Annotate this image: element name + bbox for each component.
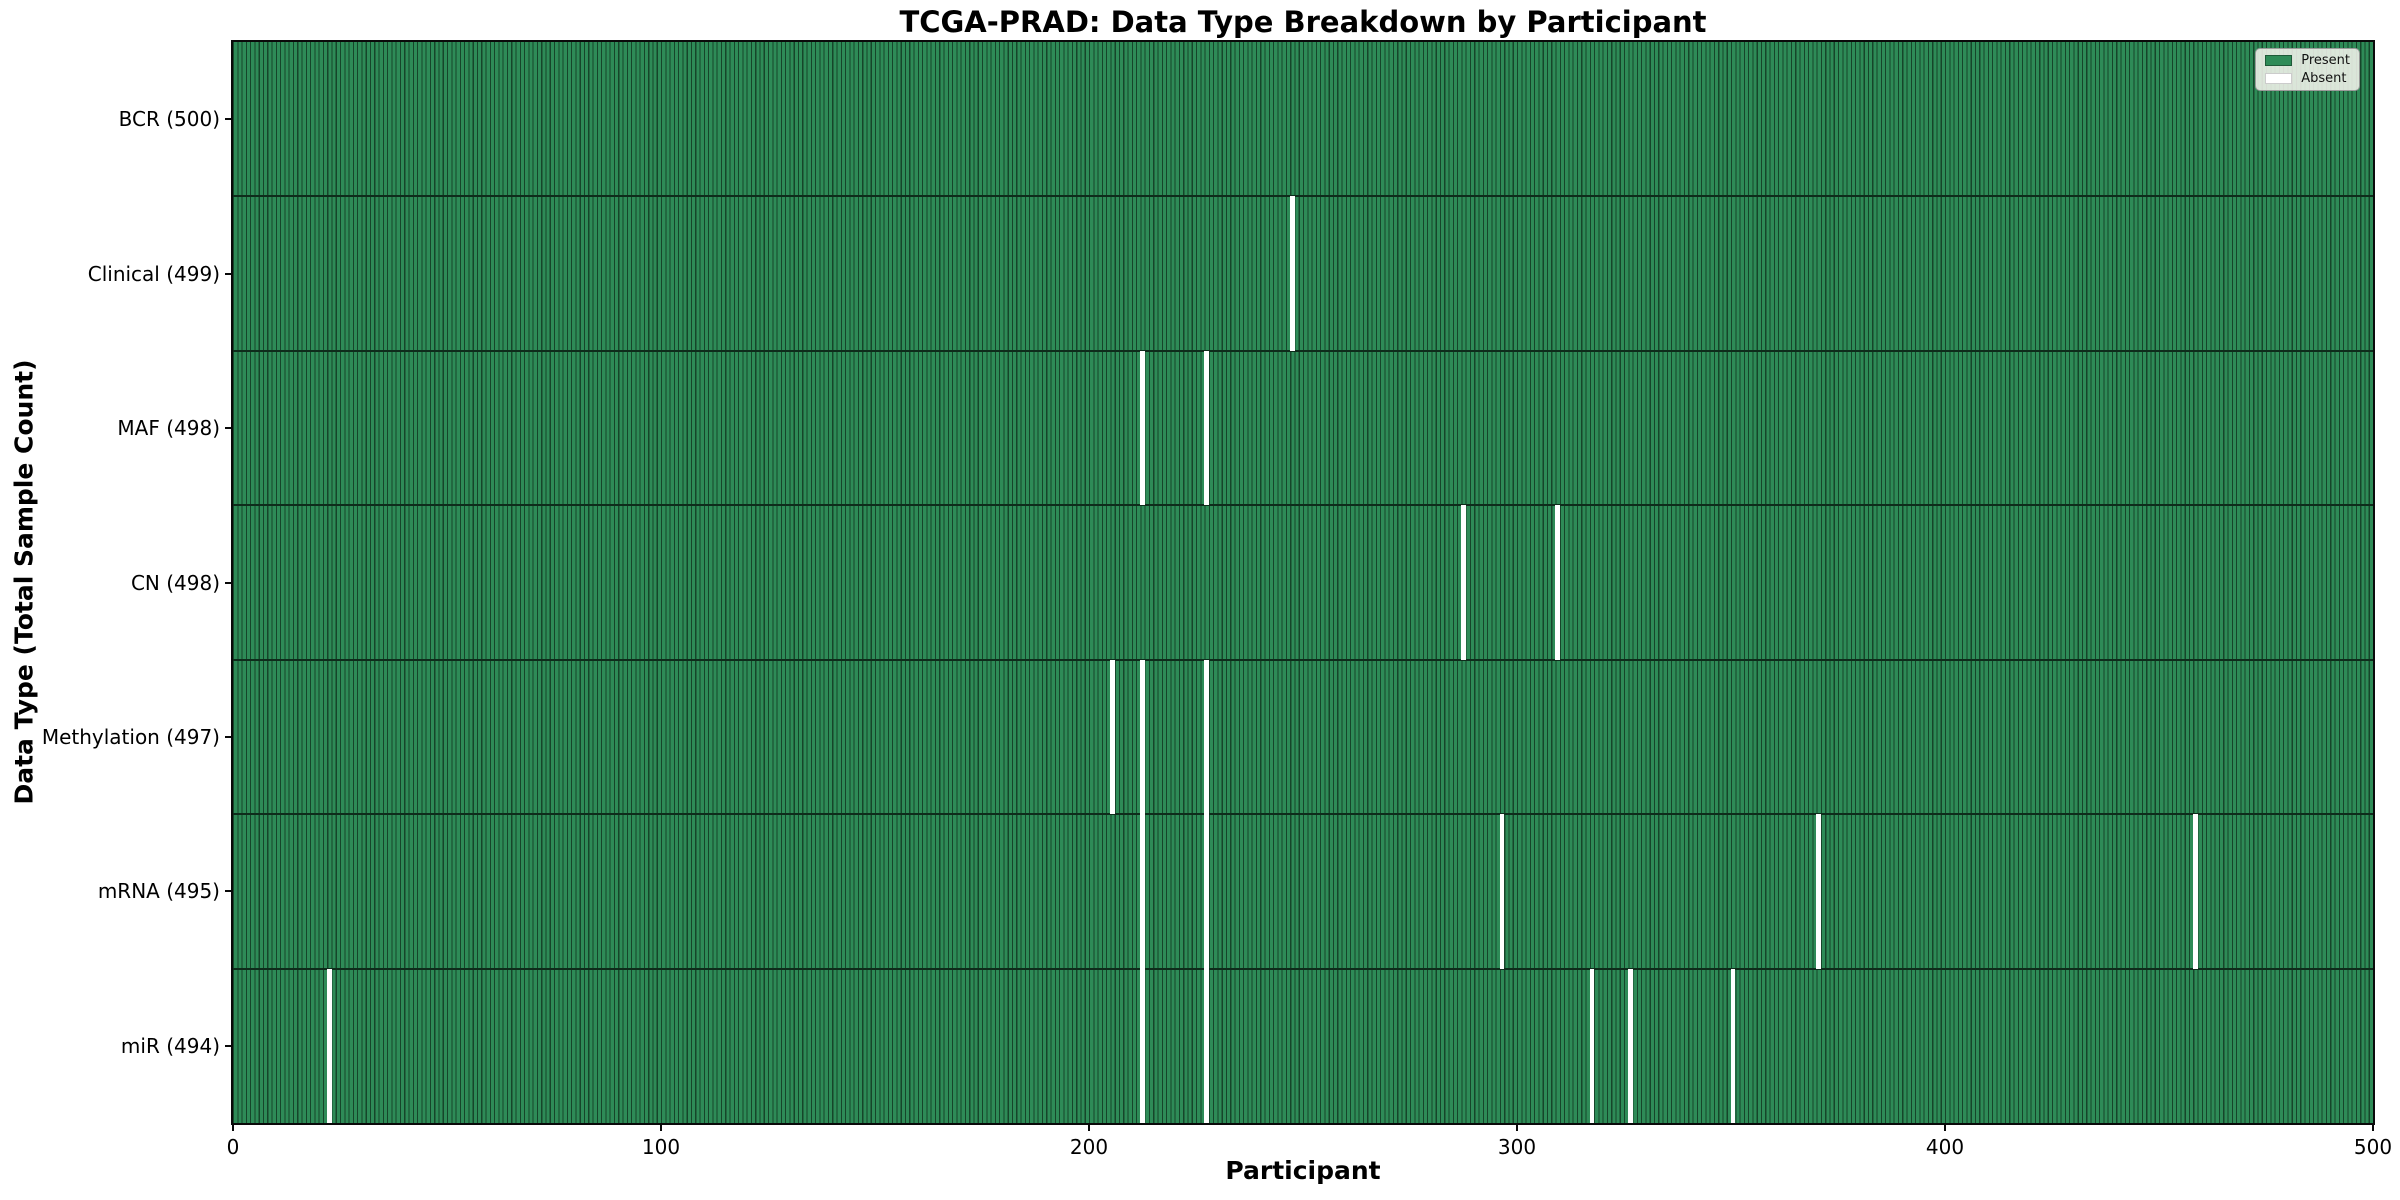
row-separator [233,195,2373,198]
heatmap-row-miR [233,968,2373,1123]
x-tick-mark [1088,1123,1090,1131]
row-separator [233,349,2373,352]
y-tick-mark [225,581,233,584]
x-tick-label: 0 [226,1135,240,1159]
plot-area: Present Absent [231,40,2375,1125]
x-tick-label: 400 [1925,1135,1965,1159]
y-tick-label: BCR (500) [118,107,220,132]
y-tick-mark [225,427,233,430]
y-tick-label: miR (494) [120,1033,220,1058]
row-separator [233,504,2373,507]
absent-cell [1140,659,1145,815]
y-tick-label: mRNA (495) [97,879,220,904]
heatmap-row-CN [233,505,2373,660]
absent-cell [1140,968,1145,1123]
heatmap-row-BCR [233,42,2373,197]
absent-cell [1555,505,1560,660]
absent-cell [1140,350,1145,506]
y-tick-label: Clinical (499) [87,261,220,286]
heatmap-row-Clinical [233,196,2373,351]
y-tick-mark [225,890,233,893]
x-tick-mark [1944,1123,1946,1131]
absent-cell [1816,814,1822,969]
heatmap-row-Methylation [233,659,2373,815]
absent-cell [1204,350,1210,506]
y-tick-mark [225,272,233,275]
y-tick-label: Methylation (497) [41,724,220,749]
legend-swatch-absent-icon [2265,73,2293,84]
y-tick-mark [225,1044,233,1047]
legend-swatch-present-icon [2265,55,2293,66]
x-tick-mark [1516,1123,1518,1131]
absent-cell [1140,814,1145,969]
x-tick-label: 500 [2353,1135,2393,1159]
chart-title: TCGA-PRAD: Data Type Breakdown by Partic… [899,5,1707,39]
absent-cell [1499,814,1505,969]
x-tick-label: 100 [641,1135,681,1159]
row-separator [233,658,2373,661]
absent-cell [2193,814,2198,969]
y-tick-mark [225,735,233,738]
absent-cell [326,968,332,1123]
x-tick-mark [2372,1123,2374,1131]
y-tick-mark [225,118,233,121]
legend-label-absent: Absent [2301,71,2347,86]
y-tick-label: MAF (498) [117,416,220,441]
absent-cell [1204,814,1210,969]
absent-cell [1730,968,1736,1123]
legend-entry-present: Present [2265,54,2350,67]
absent-cell [1110,659,1115,815]
legend-entry-absent: Absent [2265,72,2350,85]
heatmap-row-mRNA [233,814,2373,969]
x-tick-mark [232,1123,234,1131]
x-axis-title: Participant [1225,1156,1381,1185]
absent-cell [1204,968,1210,1123]
absent-cell [1461,505,1466,660]
absent-cell [1628,968,1633,1123]
x-tick-label: 300 [1497,1135,1537,1159]
row-separator [233,967,2373,970]
x-tick-label: 200 [1069,1135,1109,1159]
absent-cell [1589,968,1595,1123]
legend-label-present: Present [2301,53,2350,68]
heatmap-row-MAF [233,350,2373,506]
absent-cell [1289,196,1295,351]
y-tick-label: CN (498) [130,570,220,595]
x-tick-mark [660,1123,662,1131]
row-separator [233,813,2373,816]
absent-cell [1204,659,1210,815]
legend: Present Absent [2255,48,2360,91]
